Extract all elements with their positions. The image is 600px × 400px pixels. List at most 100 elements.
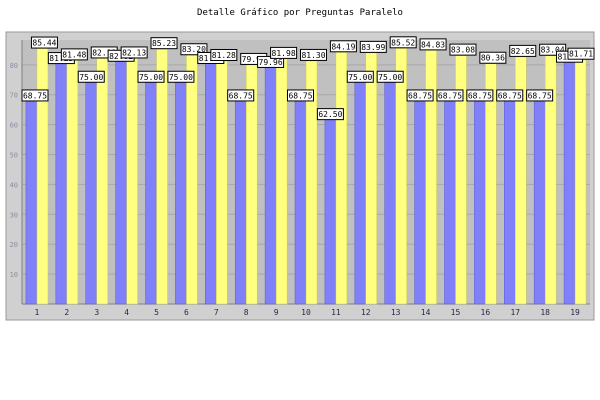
data-label-series-b-box (329, 40, 357, 53)
x-tick-label: 15 (451, 308, 461, 317)
data-label-series-b: 84.83 (421, 40, 445, 49)
data-label-series-b: 85.52 (391, 38, 415, 47)
data-label-series-b: 82.13 (122, 48, 146, 57)
data-label-series-b-box (270, 46, 298, 59)
x-tick-label: 3 (94, 308, 99, 317)
data-label-series-a: 68.75 (498, 91, 522, 100)
bar-series-a (25, 98, 38, 305)
bar-series-b (216, 60, 228, 305)
data-label-series-a: 75.00 (378, 73, 402, 82)
data-label-series-b: 84.19 (331, 42, 355, 51)
data-label-series-b: 79.96 (242, 55, 266, 64)
bar-series-a (384, 79, 396, 305)
data-label-series-a: 68.75 (438, 91, 462, 100)
x-tick-label: 17 (510, 308, 520, 317)
x-tick-label: 2 (64, 308, 69, 317)
data-label-series-b-box (419, 38, 447, 51)
bar-series-b (96, 58, 108, 305)
bar-series-b (156, 48, 168, 305)
data-label-series-a: 68.75 (468, 91, 492, 100)
data-label-series-a-box (316, 108, 344, 121)
data-label-series-a: 68.75 (408, 91, 432, 100)
x-tick-label: 10 (301, 308, 311, 317)
y-tick-label: 70 (10, 92, 18, 100)
data-label-series-b-box (479, 51, 507, 64)
data-label-series-b: 81.71 (569, 50, 593, 59)
bar-series-a (175, 79, 187, 305)
y-tick-label: 10 (10, 271, 18, 279)
y-tick-label: 80 (10, 62, 18, 70)
data-label-series-a-box (227, 89, 255, 102)
x-tick-label: 7 (214, 308, 219, 317)
x-tick-label: 11 (331, 308, 341, 317)
data-label-series-b-box (509, 44, 537, 57)
x-tick-label: 9 (274, 308, 279, 317)
bar-series-b (66, 60, 79, 305)
bar-series-a (145, 79, 157, 305)
bar-series-b (365, 52, 378, 305)
data-label-series-b: 80.36 (481, 54, 505, 63)
data-label-series-a-box (436, 89, 464, 102)
x-tick-label: 13 (391, 308, 401, 317)
data-label-series-a: 62.50 (318, 110, 342, 119)
data-label-series-b-box (30, 36, 58, 49)
data-label-series-b: 81.98 (272, 49, 296, 58)
bar-series-b (126, 58, 138, 305)
data-label-series-b: 83.99 (361, 43, 385, 52)
bar-series-a (354, 79, 367, 305)
data-label-series-b: 81.48 (62, 50, 86, 59)
data-label-series-a-box (287, 89, 314, 102)
x-tick-label: 19 (570, 308, 580, 317)
x-tick-label: 8 (244, 308, 249, 317)
bar-series-b (335, 52, 348, 305)
bar-series-b (395, 48, 407, 305)
bar-series-a (444, 98, 456, 305)
data-label-series-b-box (210, 48, 238, 61)
data-label-series-b: 83.20 (182, 45, 206, 54)
data-label-series-a: 75.00 (139, 73, 163, 82)
bar-series-a (474, 98, 486, 305)
y-tick-label: 50 (10, 152, 18, 160)
x-tick-label: 5 (154, 308, 159, 317)
data-label-series-b: 85.23 (152, 39, 176, 48)
bar-series-a (205, 60, 217, 305)
bar-series-a (533, 98, 546, 305)
data-label-series-a-box (406, 89, 434, 102)
data-label-series-a: 79.96 (259, 58, 283, 67)
data-label-series-a-box (466, 89, 494, 102)
bar-series-a (294, 98, 307, 305)
x-tick-label: 4 (124, 308, 129, 317)
data-label-series-b-box (539, 43, 567, 56)
bar-series-a (504, 98, 516, 305)
chart-title: Detalle Gráfico por Preguntas Paralelo (197, 8, 403, 18)
y-tick-label: 20 (10, 241, 18, 249)
data-label-series-b-box (359, 40, 387, 53)
bar-series-b (275, 58, 288, 305)
bar-series-b (186, 54, 198, 305)
x-tick-label: 14 (421, 308, 431, 317)
bar-series-a (324, 116, 337, 305)
y-tick-label: 40 (10, 181, 18, 189)
bar-series-b (36, 48, 49, 305)
bar-series-b (574, 59, 587, 305)
data-label-series-a-box (21, 89, 49, 102)
data-label-series-a-box (496, 89, 524, 102)
x-tick-label: 6 (184, 308, 189, 317)
y-tick-label: 60 (10, 122, 18, 130)
bar-series-a (414, 98, 426, 305)
x-tick-label: 18 (540, 308, 550, 317)
data-label-series-a: 75.00 (79, 73, 103, 82)
data-label-series-a: 68.75 (23, 91, 47, 100)
data-label-series-b-box (120, 46, 148, 59)
data-label-series-a-box (346, 70, 374, 83)
data-label-series-b: 82.13 (92, 48, 116, 57)
data-label-series-b-box (180, 43, 208, 56)
data-label-series-a-box (376, 70, 404, 83)
x-tick-label: 1 (35, 308, 40, 317)
data-label-series-a: 68.75 (229, 91, 253, 100)
data-label-series-b-box (300, 48, 327, 61)
data-label-series-a: 75.00 (169, 73, 193, 82)
y-tick-label: 30 (10, 211, 18, 219)
data-label-series-b-box (389, 36, 417, 49)
bar-series-b (245, 64, 258, 305)
